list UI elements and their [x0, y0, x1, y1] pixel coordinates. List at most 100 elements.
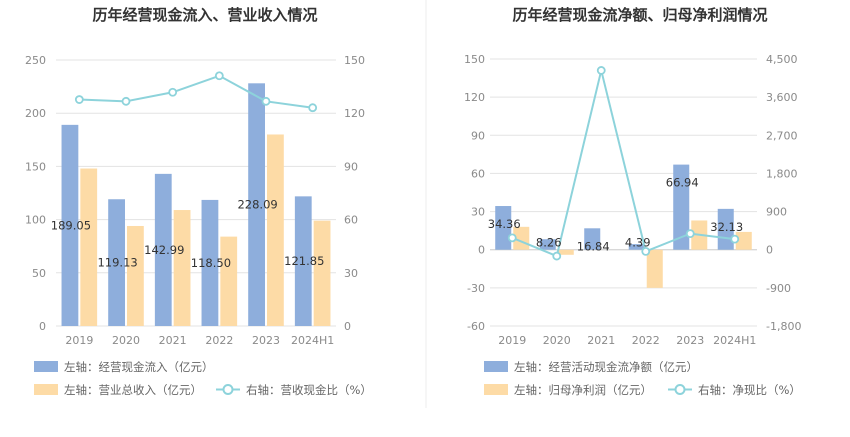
x-tick-label: 2019	[65, 334, 93, 347]
legend-swatch-net-profit	[484, 384, 508, 395]
line-point	[168, 87, 178, 97]
y-right-tick-label: 0	[766, 244, 773, 257]
bar-secondary	[646, 249, 663, 288]
cashflow-revenue-chart: 0 50 100 150 200 250 0 30 60 90 120 150 2019 2020 2021…	[25, 54, 365, 347]
x-tick-label: 2023	[676, 334, 704, 347]
line-point	[214, 71, 224, 81]
y-left-tick-label: 0	[39, 320, 46, 333]
legend-label-revenue: 左轴：营业总收入（亿元）	[64, 383, 202, 397]
legend-swatch-cash-ratio-dot	[222, 384, 234, 395]
bar-primary	[673, 164, 690, 250]
legend-left: 左轴：经营现金流入（亿元） 左轴：营业总收入（亿元） 右轴：营收现金比（%）	[34, 360, 372, 397]
y-right-tick-label: 3,600	[766, 91, 798, 104]
x-tick-label: 2022	[632, 334, 660, 347]
y-left-tick-label: -30	[467, 282, 485, 295]
y-left-tick-label: 150	[25, 160, 46, 173]
data-label: 119.13	[97, 256, 137, 270]
bar-secondary	[80, 168, 98, 326]
y-left-tick-label: 90	[471, 129, 485, 142]
x-tick-label: 2020	[543, 334, 571, 347]
data-label: 34.36	[488, 217, 521, 231]
y-right-tick-label: 120	[344, 107, 365, 120]
bar-secondary	[735, 231, 752, 250]
bar-secondary	[173, 210, 191, 326]
bar-primary	[294, 196, 312, 326]
legend-swatch-cash-inflow	[34, 361, 58, 372]
x-tick-label: 2024H1	[713, 334, 756, 347]
data-label: 16.84	[577, 239, 610, 253]
chart-title-left: 历年经营现金流入、营业收入情况	[92, 6, 317, 24]
bar-primary	[248, 83, 265, 326]
x-tick-label: 2024H1	[291, 334, 334, 347]
y-right-tick-label: 2,700	[766, 129, 798, 142]
data-label: 32.13	[710, 220, 743, 234]
legend-label-cash-inflow: 左轴：经营现金流入（亿元）	[64, 360, 214, 374]
x-tick-label: 2023	[252, 334, 280, 347]
bar-primary	[495, 206, 512, 250]
line-point	[685, 229, 695, 239]
x-tick-label: 2021	[587, 334, 615, 347]
x-tick-label: 2020	[112, 334, 140, 347]
y-right-tick-label: 30	[344, 267, 358, 280]
legend-swatch-net-cash-ratio-dot	[674, 384, 686, 395]
y-right-tick-label: -1,800	[766, 320, 801, 333]
line-point	[74, 95, 84, 104]
y-left-tick-label: 100	[25, 214, 46, 227]
y-right-tick-label: 4,500	[766, 53, 798, 66]
data-label: 118.50	[191, 256, 231, 270]
line-series	[511, 70, 735, 258]
bar-primary	[539, 239, 556, 250]
y-left-tick-label: 30	[471, 206, 485, 219]
x-tick-label: 2021	[159, 334, 187, 347]
data-label: 121.85	[284, 254, 324, 268]
legend-label-cash-ratio: 右轴：营收现金比（%）	[246, 383, 372, 397]
data-label: 8.26	[536, 236, 562, 250]
bar-primary	[584, 228, 601, 250]
bar-secondary	[267, 134, 284, 326]
y-left-tick-label: 200	[25, 107, 46, 120]
bar-secondary	[127, 225, 144, 326]
y-right-tick-label: 90	[344, 160, 358, 173]
line-point	[121, 96, 131, 106]
y-left-tick-label: 150	[464, 53, 485, 66]
x-tick-label: 2022	[205, 334, 233, 347]
legend-label-net-profit: 左轴：归母净利润（亿元）	[514, 383, 652, 397]
y-right-tick-label: 150	[344, 54, 365, 67]
line-series	[79, 74, 313, 109]
net-cashflow-profit-chart: -60 -30 0 30 60 90 120 150 -1,800 -900 0 900 1,800 2,…	[464, 53, 801, 347]
legend-swatch-revenue	[34, 384, 58, 395]
bar-primary	[628, 244, 645, 250]
line-point	[730, 234, 740, 244]
line-point	[552, 251, 562, 261]
chart-title-right: 历年经营现金流净额、归母净利润情况	[512, 6, 767, 24]
bar-primary	[154, 173, 172, 326]
y-right-tick-label: -900	[766, 282, 791, 295]
line-point	[308, 103, 318, 113]
data-label: 228.09	[237, 198, 277, 212]
bar-primary	[108, 199, 125, 326]
line-point	[596, 66, 606, 75]
data-label: 66.94	[666, 176, 699, 190]
y-right-tick-label: 0	[344, 320, 351, 333]
line-point	[261, 96, 271, 106]
data-label: 142.99	[144, 243, 184, 257]
bar-secondary	[557, 249, 574, 255]
y-right-tick-label: 1,800	[766, 167, 798, 180]
y-left-tick-label: 60	[471, 167, 485, 180]
y-right-tick-label: 60	[344, 214, 358, 227]
line-point	[641, 247, 651, 256]
y-right-tick-label: 900	[766, 206, 787, 219]
data-label: 4.39	[625, 236, 651, 250]
legend-right: 左轴：经营活动现金流净额（亿元） 左轴：归母净利润（亿元） 右轴：净现比（%）	[484, 360, 801, 397]
y-left-tick-label: 50	[32, 267, 46, 280]
legend-label-net-cashflow: 左轴：经营活动现金流净额（亿元）	[514, 360, 698, 374]
bar-primary	[61, 124, 79, 326]
data-label: 189.05	[51, 218, 91, 232]
bar-primary	[201, 199, 219, 326]
y-left-tick-label: 0	[478, 244, 485, 257]
y-left-tick-label: 120	[464, 91, 485, 104]
legend-label-net-cash-ratio: 右轴：净现比（%）	[698, 383, 801, 397]
x-tick-label: 2019	[498, 334, 526, 347]
line-point	[507, 233, 517, 243]
